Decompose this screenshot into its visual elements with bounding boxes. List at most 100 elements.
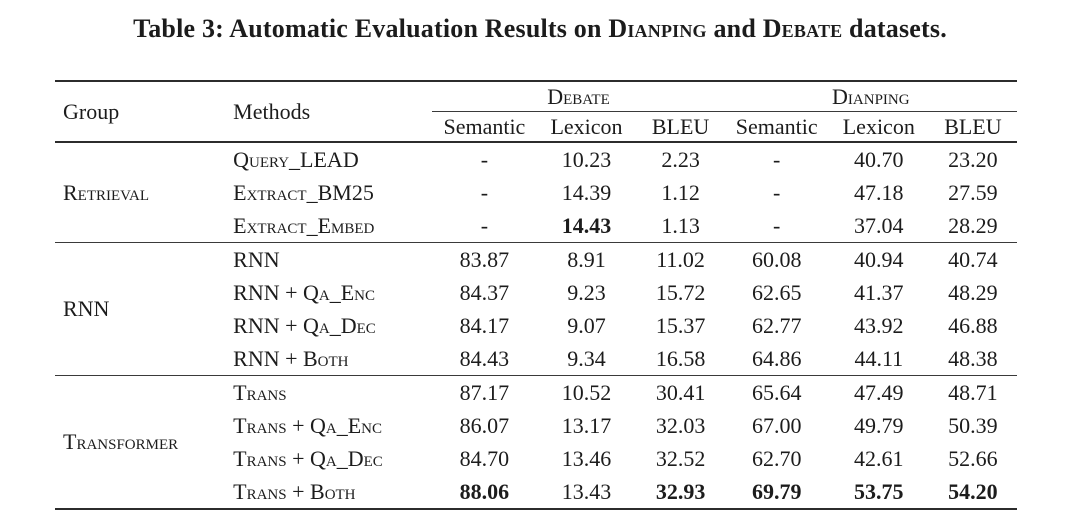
metric-value: 16.58 [655, 345, 706, 371]
metric-value: 1.13 [661, 212, 700, 238]
metric-value: 40.94 [828, 242, 929, 276]
metric-value: 8.91 [536, 242, 637, 276]
metric-value: 11.02 [636, 242, 725, 276]
metric-value: - [773, 212, 781, 238]
table-row: RNN + Both 84.43 9.34 16.58 64.86 44.11 48.38 [55, 342, 1017, 376]
metric-value: 62.77 [751, 312, 802, 338]
method-label: Trans + Qa_Enc [233, 412, 383, 438]
metric-value: 43.92 [854, 312, 904, 338]
caption-text-mid: and [706, 14, 763, 43]
method-label: RNN + Both [233, 345, 349, 371]
method-label: RNN + Qa_Enc [233, 279, 376, 305]
metric-value: 87.17 [432, 375, 537, 409]
col-header-metric-semantic-dianping: Semantic [724, 111, 829, 143]
metric-value: 42.61 [854, 445, 904, 471]
header-row-datasets: Group Methods Debate Dianping [55, 80, 1017, 143]
table-row: Retrieval Query_LEAD -10.23 2.23-40.70 23.20 [55, 141, 1017, 243]
caption-dataset-debate: Debate [762, 14, 843, 43]
metric-value: 13.43 [561, 478, 612, 504]
metric-value: 84.17 [459, 312, 510, 338]
metric-value: 46.88 [948, 312, 998, 338]
metric-value: 1.12 [661, 179, 700, 205]
metric-value: 49.79 [854, 412, 904, 438]
method-label: Trans + Qa_Dec [233, 445, 383, 471]
metric-value: 37.04 [854, 212, 904, 238]
metric-value: 44.11 [854, 345, 904, 371]
group-label-rnn: RNN [55, 242, 228, 376]
table-body: Retrieval Query_LEAD -10.23 2.23-40.70 23.20… [55, 141, 1017, 509]
table-header: Group Methods Debate Dianping Semantic Le… [55, 80, 1017, 143]
metric-value: 41.37 [854, 279, 904, 305]
metric-value: 40.74 [928, 242, 1017, 276]
metric-value: 32.03 [655, 412, 706, 438]
method-label: RNN [227, 242, 433, 276]
caption-text-suffix: datasets. [842, 14, 947, 43]
metric-value: 60.08 [724, 242, 829, 276]
group-label-transformer: Transformer [55, 375, 228, 509]
metric-value: 84.37 [459, 279, 510, 305]
table-row: Extract_Embed - 14.43 1.13 - 37.04 28.29 [55, 209, 1017, 243]
col-header-debate: Debate [432, 80, 725, 112]
col-header-dianping: Dianping [724, 80, 1017, 112]
metric-value: - [773, 179, 781, 205]
metric-value: 62.70 [751, 445, 802, 471]
metric-value: 53.75 [854, 478, 904, 504]
metric-value: 15.72 [655, 279, 706, 305]
header-row-metrics: Semantic Lexicon BLEU Semantic Lexicon BLEU [55, 111, 1017, 143]
metric-value: 14.43 [561, 212, 612, 238]
table-row: Trans + Qa_Enc 86.07 13.17 32.03 67.00 49.79 5… [55, 409, 1017, 442]
caption-dataset-dianping: Dianping [608, 14, 707, 43]
metric-value: 28.29 [948, 212, 998, 238]
table-row: Transformer Trans 87.17 10.52 30.41 65.64 47.4… [55, 375, 1017, 509]
method-label: RNN + Qa_Dec [233, 312, 376, 338]
metric-value: 54.20 [948, 478, 998, 504]
metric-value: 67.00 [751, 412, 802, 438]
metric-value: 9.23 [567, 279, 606, 305]
metric-value: 84.43 [459, 345, 510, 371]
caption-text-prefix: Table 3: Automatic Evaluation Results on [133, 14, 609, 43]
method-label: Extract_Embed [233, 212, 375, 238]
metric-value: 47.49 [828, 375, 929, 409]
table-row: RNN RNN 83.87 8.91 11.02 60.08 40.94 40.74 [55, 242, 1017, 376]
col-header-metric-bleu-debate: BLEU [636, 111, 725, 143]
col-header-metric-lexicon-debate: Lexicon [536, 111, 637, 143]
group-label-retrieval: Retrieval [55, 141, 228, 243]
metric-value: 40.70 [828, 141, 929, 176]
metric-value: 32.52 [655, 445, 706, 471]
metric-value: 15.37 [655, 312, 706, 338]
col-header-metric-semantic-debate: Semantic [432, 111, 537, 143]
metric-value: 47.18 [854, 179, 904, 205]
metric-value: 27.59 [948, 179, 998, 205]
col-header-metric-lexicon-dianping: Lexicon [828, 111, 929, 143]
table-row: RNN + Qa_Dec 84.17 9.07 15.37 62.77 43.92 46.8… [55, 309, 1017, 342]
table-row: Trans + Both 88.06 13.43 32.93 69.79 53.75 54.… [55, 475, 1017, 509]
metric-value: 30.41 [636, 375, 725, 409]
metric-value: 88.06 [459, 478, 510, 504]
metric-value: - [480, 212, 489, 238]
metric-value: 48.38 [948, 345, 998, 371]
method-label: Trans [227, 375, 433, 409]
metric-value: 9.07 [567, 312, 606, 338]
col-header-metric-bleu-dianping: BLEU [928, 111, 1017, 143]
metric-value: 52.66 [948, 445, 998, 471]
col-header-group: Group [55, 80, 228, 143]
metric-value: 62.65 [751, 279, 802, 305]
metric-value: 83.87 [432, 242, 537, 276]
metric-value: 48.29 [948, 279, 998, 305]
table-row: Extract_BM25 - 14.39 1.12 - 47.18 27.59 [55, 176, 1017, 209]
metric-value: 64.86 [751, 345, 802, 371]
method-label: Extract_BM25 [233, 179, 374, 205]
metric-value: 69.79 [751, 478, 802, 504]
metric-value: 50.39 [948, 412, 998, 438]
metric-value: 2.23 [636, 141, 725, 176]
metric-value: 13.17 [561, 412, 612, 438]
col-header-methods: Methods [227, 80, 433, 143]
method-label: Query_LEAD [227, 141, 433, 176]
metric-value: 86.07 [459, 412, 510, 438]
table-caption: Table 3: Automatic Evaluation Results on… [0, 0, 1080, 44]
metric-value: 14.39 [561, 179, 612, 205]
metric-value: 32.93 [655, 478, 706, 504]
metric-value: 65.64 [724, 375, 829, 409]
table-row: RNN + Qa_Enc 84.37 9.23 15.72 62.65 41.37 48.2… [55, 276, 1017, 309]
